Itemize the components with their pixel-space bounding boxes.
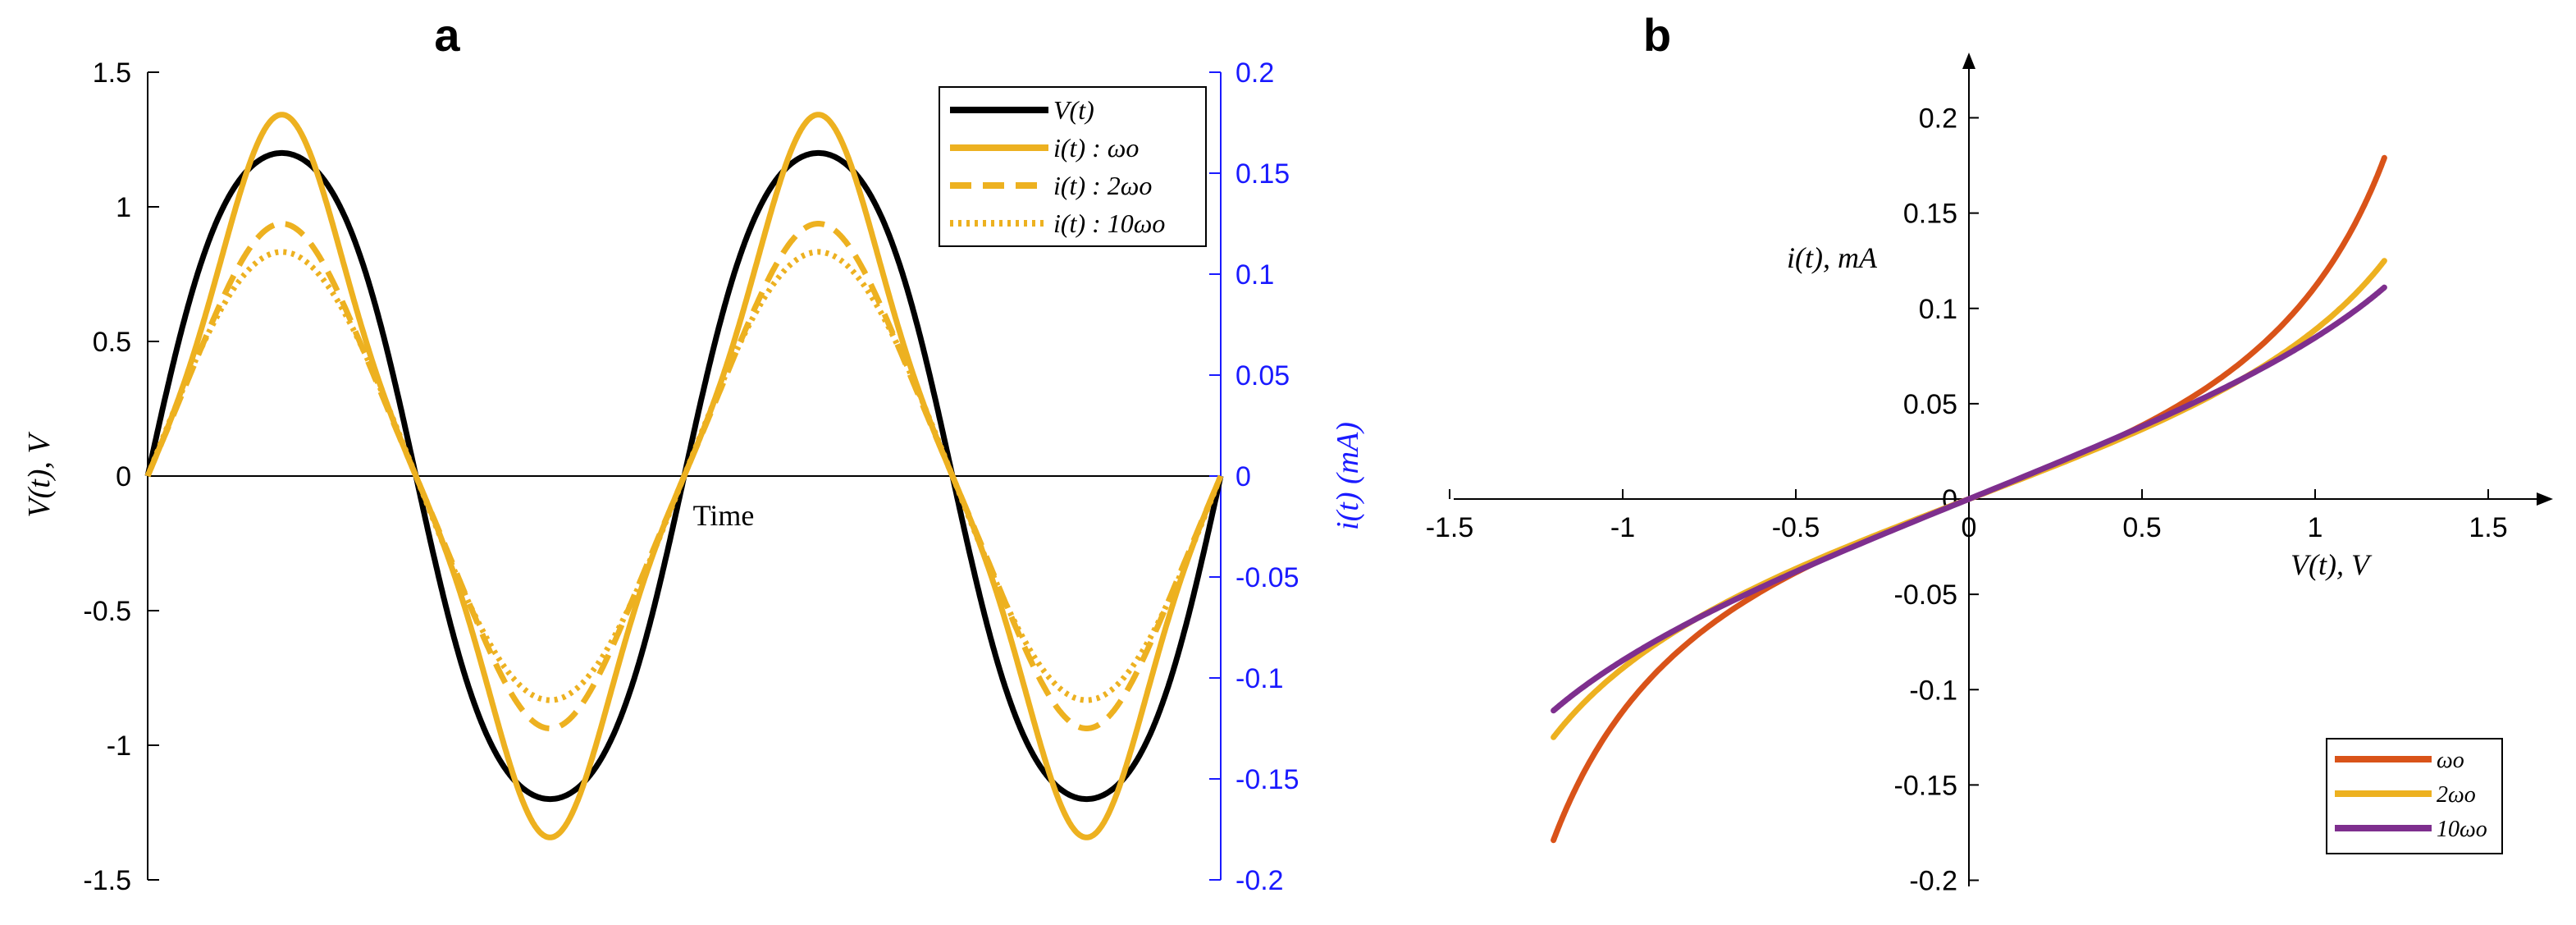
b-y-tick-label: 0.2 xyxy=(1919,103,1957,135)
a-left-tick-label: 0 xyxy=(116,461,131,492)
a-right-tick-label: 0.2 xyxy=(1235,57,1274,89)
a-current-curve-3 xyxy=(144,249,1224,703)
b-legend-label-w0: ωo xyxy=(2437,748,2464,773)
a-right-tick-label: 0.15 xyxy=(1235,158,1290,190)
a-right-tick-label: 0.1 xyxy=(1235,259,1274,291)
a-left-tick-label: -1 xyxy=(107,730,131,762)
b-legend-label-w2: 2ωo xyxy=(2437,782,2476,808)
b-y-tick-label: 0.05 xyxy=(1903,389,1957,420)
a-right-tick-label: -0.05 xyxy=(1235,562,1299,593)
b-y-tick-label: -0.05 xyxy=(1894,579,1958,611)
b-x-axis-label: V(t), V xyxy=(2291,548,2373,581)
b-y-tick-label: -0.1 xyxy=(1909,675,1957,706)
b-x-tick-label: 0.5 xyxy=(2122,512,2161,543)
a-right-tick-label: -0.2 xyxy=(1235,865,1284,896)
b-loop-w10 xyxy=(1551,284,2387,714)
b-y-tick-label: 0.1 xyxy=(1919,294,1957,325)
b-legend-label-w10: 10ωo xyxy=(2437,817,2487,842)
b-y-axis-arrow xyxy=(1962,53,1975,69)
a-left-tick-label: -0.5 xyxy=(83,596,131,627)
b-x-tick-label: 1 xyxy=(2308,512,2323,543)
a-legend-label-w10: i(t) : 10ωo xyxy=(1053,208,1165,238)
a-right-tick-label: 0.05 xyxy=(1235,360,1290,392)
a-right-tick-label: 0 xyxy=(1235,461,1251,492)
b-x-tick-label: -0.5 xyxy=(1772,512,1820,543)
b-x-tick-label: -1.5 xyxy=(1426,512,1474,543)
a-right-tick-label: -0.1 xyxy=(1235,663,1284,694)
b-y-tick-label: -0.2 xyxy=(1909,866,1957,897)
panel-a-letter: a xyxy=(434,9,460,61)
b-y-axis-label: i(t), mA xyxy=(1787,241,1878,274)
b-x-tick-label: 0 xyxy=(1962,512,1977,543)
a-left-tick-label: 0.5 xyxy=(93,327,131,358)
panel-b-chart: -1.5 -1 -0.5 0 0.5 1 1.5 0.20.150.10.050-0.05-… xyxy=(1426,53,2553,897)
a-y-axis-label: V(t), V xyxy=(22,432,57,518)
panel-a-chart: 1.5 1 0.5 0 -0.5 -1 -1.5 0.2 0.15 0.1 0.05 0 -0.05 -… xyxy=(22,57,1365,896)
b-x-tick-label: 1.5 xyxy=(2469,512,2507,543)
a-left-tick-label: 1 xyxy=(116,192,131,223)
b-y-tick-label: -0.15 xyxy=(1894,770,1958,801)
a-legend-label-w0: i(t) : ωo xyxy=(1053,133,1139,163)
a-legend: V(t) i(t) : ωo i(t) : 2ωo i(t) : 10ωo xyxy=(939,86,1207,247)
a-right-tick-label: -0.15 xyxy=(1235,764,1299,795)
panel-b-letter: b xyxy=(1643,9,1671,61)
a-right-y-axis-label: i(t) (mA) xyxy=(1331,422,1365,530)
b-x-axis-arrow xyxy=(2537,492,2553,506)
a-legend-label-v: V(t) xyxy=(1053,95,1094,125)
b-y-tick-label: 0.15 xyxy=(1903,199,1957,230)
b-legend: ωo 2ωo 10ωo xyxy=(2326,738,2503,854)
a-left-tick-label: 1.5 xyxy=(93,57,131,89)
a-x-axis-label: Time xyxy=(693,499,755,532)
a-legend-label-w2: i(t) : 2ωo xyxy=(1053,171,1152,200)
b-x-tick-label: -1 xyxy=(1610,512,1635,543)
a-left-tick-label: -1.5 xyxy=(83,865,131,896)
